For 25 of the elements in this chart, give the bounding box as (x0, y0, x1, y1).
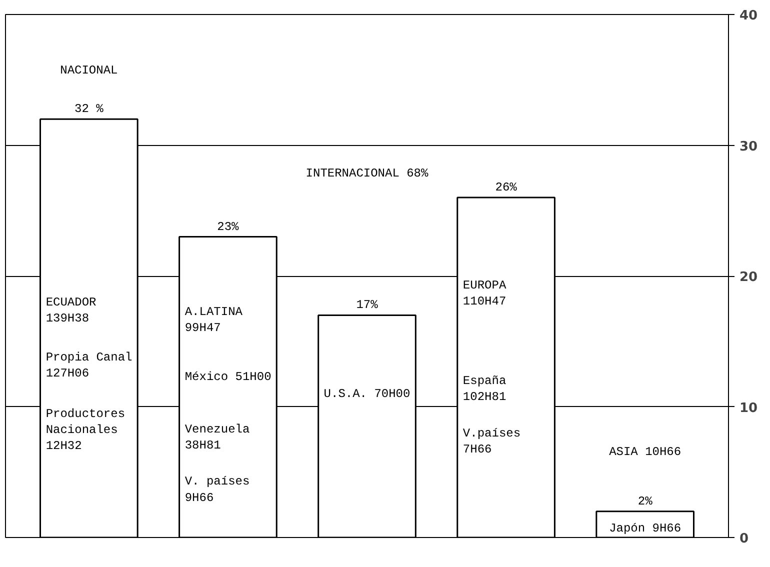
y-tick-label: 0 (740, 532, 749, 546)
annotation: EUROPA 110H47 (462, 278, 507, 309)
annotation: U.S.A. 70H00 (324, 387, 410, 402)
annotation: México 51H00 (184, 370, 272, 384)
y-tick-label: 20 (740, 270, 758, 285)
annotation: V.países 7H66 (462, 426, 521, 456)
data-label: 32 % (74, 102, 104, 116)
annotation: ECUADOR 139H38 (46, 296, 96, 326)
data-label: 2% (638, 494, 654, 508)
annotation: NACIONAL (60, 63, 118, 78)
annotation: Propia Canal 127H06 (46, 350, 132, 381)
y-tick-label: 10 (740, 400, 758, 416)
data-label: 17% (356, 298, 379, 312)
data-label: 23% (217, 220, 240, 234)
annotation: España 102H81 (462, 374, 506, 404)
annotation: V. países 9H66 (184, 474, 250, 505)
annotation: INTERNACIONAL 68% (306, 166, 430, 181)
annotation: Venezuela 38H81 (184, 422, 250, 453)
annotation: ASIA 10H66 (609, 445, 682, 460)
y-tick-label: 30 (740, 139, 758, 154)
annotation: A.LATINA 99H47 (184, 304, 244, 335)
y-tick-label: 40 (740, 8, 758, 24)
annotation: Japón 9H66 (609, 522, 682, 536)
data-label: 26% (495, 180, 518, 195)
annotation: Productores Nacionales 12H32 (46, 406, 126, 453)
